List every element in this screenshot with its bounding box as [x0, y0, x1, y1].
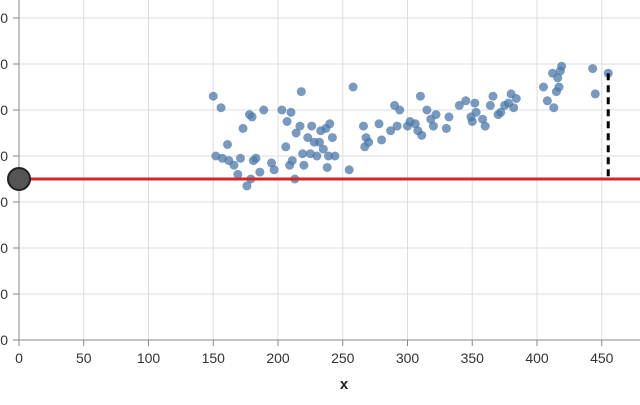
data-point [554, 82, 564, 92]
data-point [461, 96, 471, 106]
data-point [286, 107, 296, 117]
data-point [415, 91, 425, 101]
x-tick-label: 150 [202, 350, 226, 366]
data-point [364, 137, 374, 147]
data-point [374, 119, 384, 129]
data-point [358, 121, 368, 131]
x-tick-label: 100 [137, 350, 161, 366]
data-point [299, 160, 309, 170]
data-point [303, 133, 313, 143]
data-point [590, 89, 600, 99]
data-point [277, 105, 287, 115]
data-point [553, 73, 563, 83]
data-point [287, 156, 297, 166]
y-tick-label: 0 [0, 194, 8, 210]
data-point [377, 135, 387, 145]
data-point [538, 82, 548, 92]
data-point [348, 82, 358, 92]
data-point [386, 126, 396, 136]
data-point [496, 107, 506, 117]
data-point [480, 121, 490, 131]
y-tick-label: 0 [0, 240, 8, 256]
data-point [281, 142, 291, 152]
data-point [454, 100, 464, 110]
data-point [312, 151, 322, 161]
x-tick-label: 350 [461, 350, 485, 366]
data-point [216, 103, 226, 113]
x-tick-label: 50 [76, 350, 92, 366]
data-point [441, 123, 451, 133]
data-point [298, 149, 308, 159]
data-point [235, 153, 245, 163]
data-point [282, 117, 292, 126]
data-point [557, 61, 567, 71]
x-axis-title: x [340, 376, 349, 393]
data-point [410, 119, 420, 129]
data-point [428, 121, 438, 131]
x-tick-label: 250 [331, 350, 355, 366]
data-point [259, 105, 269, 115]
data-point [431, 110, 441, 120]
data-point [392, 121, 402, 131]
data-point [318, 144, 328, 154]
data-point [478, 114, 488, 124]
data-point [247, 112, 257, 122]
data-point [255, 167, 265, 177]
data-point [422, 105, 432, 115]
x-tick-label: 300 [396, 350, 420, 366]
data-point [471, 107, 481, 117]
data-point [327, 133, 337, 143]
data-point [295, 121, 305, 131]
data-point [324, 151, 334, 161]
data-point [269, 165, 279, 175]
x-tick-label: 0 [15, 350, 23, 366]
data-point [485, 100, 495, 110]
x-tick-label: 450 [590, 350, 614, 366]
data-point [542, 96, 552, 106]
data-point [549, 103, 559, 113]
data-point [307, 121, 317, 131]
data-point [314, 137, 324, 147]
data-point [238, 123, 248, 133]
data-point [588, 64, 598, 74]
data-point [325, 119, 335, 129]
data-point [322, 163, 332, 172]
y-tick-label: 0 [0, 148, 8, 164]
data-point [296, 87, 306, 97]
data-points [208, 61, 613, 191]
overlays [7, 73, 640, 191]
data-point [242, 181, 252, 191]
data-point [330, 151, 340, 161]
data-point [222, 140, 232, 149]
data-point [467, 117, 477, 126]
data-point [488, 91, 498, 101]
data-point [395, 105, 405, 115]
data-point [444, 112, 454, 122]
data-point [509, 103, 519, 113]
data-point [251, 153, 261, 163]
y-tick-label: 0 [0, 332, 8, 348]
data-point [470, 98, 480, 108]
y-tick-label: 0 [0, 10, 8, 26]
y-tick-label: 0 [0, 56, 8, 72]
data-point [267, 158, 277, 168]
data-point [233, 169, 243, 179]
line-drag-handle [7, 167, 31, 191]
data-point [417, 130, 427, 140]
data-point [208, 91, 218, 101]
y-tick-label: 0 [0, 286, 8, 302]
data-point [344, 165, 354, 175]
x-tick-label: 200 [266, 350, 290, 366]
data-point [511, 94, 521, 103]
y-tick-label: 0 [0, 102, 8, 118]
data-point [291, 128, 301, 138]
x-tick-label: 400 [525, 350, 549, 366]
data-point [229, 160, 239, 170]
